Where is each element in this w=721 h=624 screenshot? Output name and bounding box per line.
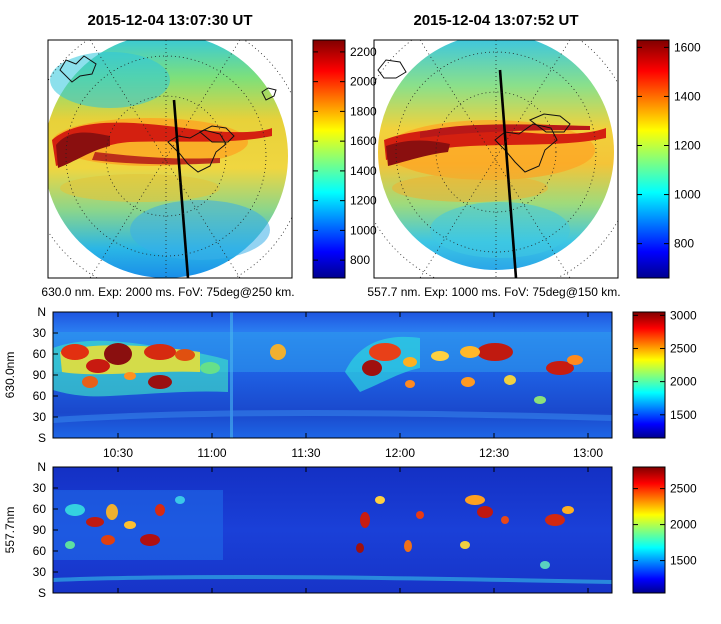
colorbar-3-tick-label: 2000 [670,375,697,389]
keogram-2-ytick-label: 30 [33,326,47,340]
keogram-630-ylabel: 630.0nm [3,352,17,399]
keogram-630-xtick-label: 13:00 [573,446,603,460]
colorbar-2-tick-label: 1600 [674,40,701,54]
keogram-3-ytick-label: 90 [33,523,47,537]
right-panel-title: 2015-12-04 13:07:52 UT [413,12,578,29]
keogram-3-ytick-label: 60 [33,502,47,516]
keogram-630 [52,311,613,439]
keogram-2-ytick-label: 30 [33,410,47,424]
keogram-630-xtick-label: 12:00 [385,446,415,460]
left-panel-title: 2015-12-04 13:07:30 UT [87,12,252,29]
colorbar-1-tick-label: 1000 [350,223,377,237]
colorbar-3-tick-label: 3000 [670,308,697,322]
colorbar-3-tick-label: 2500 [670,341,697,355]
colorbar-1-tick-label: 2000 [350,75,377,89]
keogram-630-xtick-label: 11:00 [197,446,226,460]
colorbar-4 [632,466,666,594]
colorbar-3 [632,311,666,439]
keogram-2-ytick-label: S [38,431,46,445]
left-allsky-image [47,39,293,279]
left-panel-caption: 630.0 nm. Exp: 2000 ms. FoV: 75deg@250 k… [41,285,294,299]
right-allsky-image [373,39,619,279]
colorbar-1-tick-label: 2200 [350,45,377,59]
keogram-630-xtick-label: 12:30 [479,446,509,460]
keogram-630-xtick-label: 11:30 [291,446,320,460]
keogram-2-ytick-label: 90 [33,368,47,382]
colorbar-2-tick-label: 1000 [674,188,701,202]
keogram-3-ytick-label: 30 [33,565,47,579]
right-panel-caption: 557.7 nm. Exp: 1000 ms. FoV: 75deg@150 k… [367,285,620,299]
keogram-630-xtick-label: 10:30 [103,446,133,460]
keogram-3-ytick-label: 30 [33,481,47,495]
keogram-2-ytick-label: 60 [33,347,47,361]
colorbar-2-tick-label: 1200 [674,139,701,153]
axis-ticks: 800 1000 1200 1400 1600 1800 2000 2200 800 1000 12… [33,40,701,600]
colorbar-1-tick-label: 1200 [350,194,377,208]
keogram-3-ytick-label: S [38,586,46,600]
colorbar-3-tick-label: 1500 [670,408,697,422]
colorbar-2 [636,39,670,279]
colorbar-1-tick-label: 1800 [350,104,377,118]
keogram-2-ytick-label: N [37,305,46,319]
colorbar-1-tick-label: 1400 [350,164,377,178]
colorbar-4-tick-label: 2500 [670,482,697,496]
colorbar-1-tick-label: 800 [350,253,370,267]
colorbar-1-tick-label: 1600 [350,134,377,148]
keogram-557-ylabel: 557.7nm [3,507,17,554]
colorbar-4-tick-label: 2000 [670,518,697,532]
keogram-2-ytick-label: 60 [33,389,47,403]
colorbar-2-tick-label: 800 [674,237,694,251]
keogram-557 [52,466,613,594]
colorbar-2-tick-label: 1400 [674,89,701,103]
colorbar-4-tick-label: 1500 [670,554,697,568]
keogram-3-ytick-label: 60 [33,544,47,558]
keogram-3-ytick-label: N [37,460,46,474]
colorbar-1 [312,39,346,279]
